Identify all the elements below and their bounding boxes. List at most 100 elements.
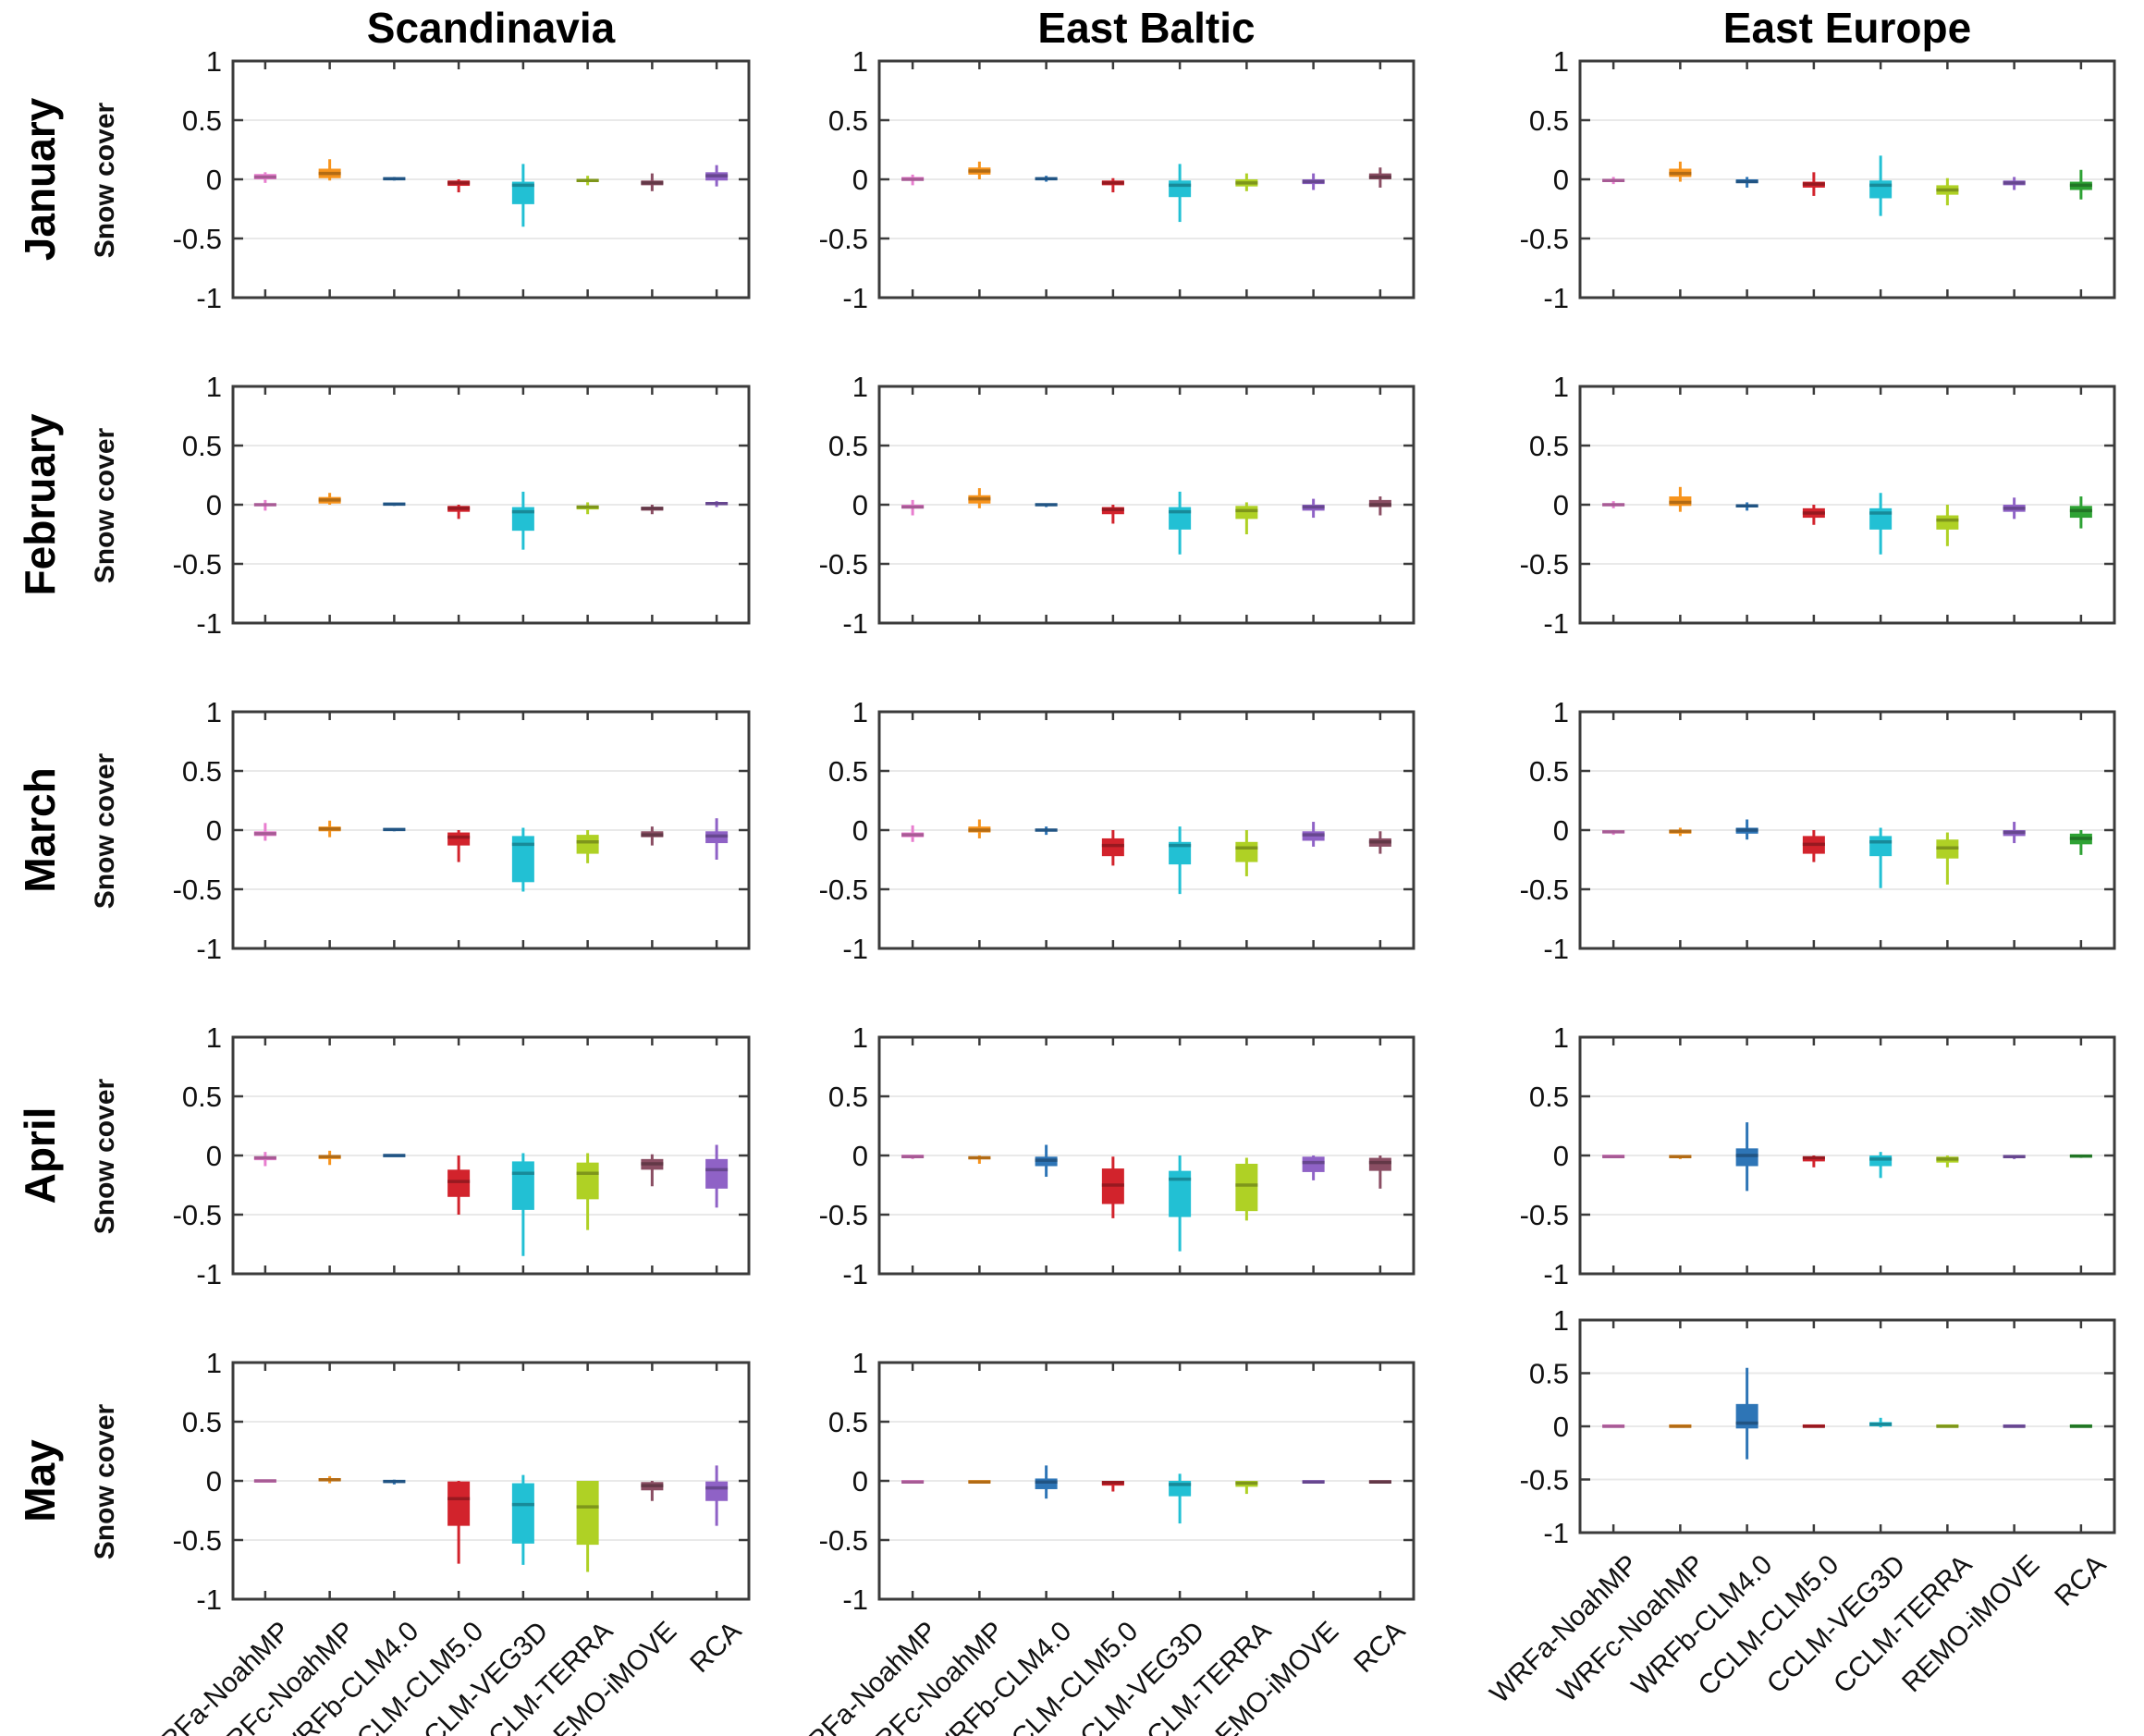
box-wrfb-clm4.0	[383, 177, 406, 181]
box	[447, 832, 471, 846]
box-remo-imove	[641, 173, 664, 191]
box-wrfb-clm4.0	[1735, 819, 1758, 840]
y-tick-label: -0.5	[819, 1524, 868, 1557]
box-remo-imove	[1302, 1155, 1325, 1180]
box-cclm-clm5.0	[1802, 1424, 1825, 1428]
box-wrfb-clm4.0	[1735, 177, 1758, 188]
box-rca	[1368, 1480, 1391, 1485]
y-tick-label: 0	[1553, 1140, 1569, 1172]
box-cclm-veg3d	[1169, 1473, 1192, 1524]
month-label-march: March	[16, 767, 64, 893]
y-tick-label: 0.5	[1529, 430, 1569, 462]
box-wrfb-clm4.0	[383, 827, 406, 832]
box-wrfb-clm4.0	[1735, 1122, 1758, 1192]
box-cclm-veg3d	[511, 1474, 534, 1565]
box-cclm-terra	[1235, 173, 1258, 191]
y-tick-label: 1	[852, 696, 868, 728]
box-cclm-terra	[1936, 177, 1959, 206]
y-tick-label: -0.5	[173, 548, 222, 581]
box-wrfc-noahmp	[1669, 1424, 1692, 1428]
box-cclm-veg3d	[1169, 826, 1192, 895]
box-wrfa-noahmp	[1602, 1155, 1625, 1159]
box-remo-imove	[641, 1481, 664, 1501]
y-tick-label: -0.5	[1520, 548, 1569, 581]
panel-may-scandinavia: 1 0.5 0 -0.5 -1	[173, 1347, 751, 1616]
box	[1869, 1155, 1893, 1167]
y-tick-label: -1	[842, 1258, 868, 1290]
y-tick-label: 1	[1553, 696, 1569, 728]
y-tick-label: 0.5	[1529, 104, 1569, 137]
y-tick-label: -1	[842, 282, 868, 314]
box-wrfc-noahmp	[1669, 827, 1692, 837]
box	[1869, 180, 1893, 199]
box-wrfa-noahmp	[1602, 1424, 1625, 1428]
box-rca	[1368, 1155, 1391, 1189]
y-tick-label: 0.5	[828, 755, 868, 788]
box-wrfa-noahmp	[901, 1480, 925, 1485]
y-tick-label: -1	[196, 933, 222, 965]
y-tick-label: 0	[852, 1465, 868, 1498]
y-tick-label: 1	[852, 1021, 868, 1054]
panel-january-scandinavia: 1 0.5 0 -0.5 -1	[173, 45, 751, 314]
y-tick-label: 1	[1553, 1304, 1569, 1337]
box-rca	[1368, 496, 1391, 516]
box-cclm-clm5.0	[1802, 505, 1825, 525]
box-remo-imove	[2003, 497, 2026, 520]
y-tick-label: 0	[852, 164, 868, 196]
panel-march-east-baltic: 1 0.5 0 -0.5 -1	[819, 696, 1415, 965]
box-cclm-veg3d	[1869, 155, 1893, 216]
box-remo-imove	[641, 505, 664, 515]
box-wrfa-noahmp	[901, 1155, 925, 1159]
column-title-east-baltic: East Baltic	[1037, 4, 1256, 52]
box	[1936, 515, 1959, 530]
box-cclm-terra	[1936, 505, 1959, 546]
box-wrfa-noahmp	[901, 174, 925, 186]
y-tick-label: -0.5	[1520, 223, 1569, 255]
box-cclm-clm5.0	[1101, 177, 1124, 193]
box-cclm-veg3d	[511, 491, 534, 550]
y-tick-label: 0.5	[828, 1406, 868, 1438]
box-remo-imove	[2003, 1424, 2026, 1428]
y-tick-label: -1	[842, 933, 868, 965]
y-tick-label: 0	[852, 1140, 868, 1172]
box-cclm-veg3d	[1869, 1152, 1893, 1179]
y-axis-label: Snow cover	[90, 427, 120, 584]
y-tick-label: -1	[196, 282, 222, 314]
column-title-scandinavia: Scandinavia	[366, 4, 616, 52]
box-wrfb-clm4.0	[1035, 503, 1058, 507]
y-tick-label: -0.5	[173, 874, 222, 906]
box-remo-imove	[1302, 498, 1325, 519]
box-remo-imove	[2003, 822, 2026, 844]
y-tick-label: 0	[206, 164, 222, 196]
y-tick-label: 0	[852, 814, 868, 847]
y-tick-label: -1	[1543, 282, 1569, 314]
box-cclm-terra	[576, 1153, 599, 1230]
y-axis-label: Snow cover	[90, 752, 120, 910]
box-rca	[2069, 1424, 2092, 1428]
box-cclm-veg3d	[511, 164, 534, 227]
panel-may-east-europe: 1 0.5 0 -0.5 -1	[1520, 1304, 2116, 1549]
box-cclm-terra	[1936, 1155, 1959, 1168]
panel-february-east-europe: 1 0.5 0 -0.5 -1	[1520, 371, 2116, 640]
y-tick-label: 0	[1553, 164, 1569, 196]
box-cclm-terra	[1235, 1481, 1258, 1495]
panel-january-east-europe: 1 0.5 0 -0.5 -1	[1520, 45, 2116, 314]
box-cclm-veg3d	[1869, 1417, 1893, 1428]
box-wrfa-noahmp	[253, 823, 276, 841]
y-tick-label: -0.5	[173, 1199, 222, 1231]
y-tick-label: 0.5	[182, 430, 222, 462]
box-wrfa-noahmp	[253, 499, 276, 511]
y-tick-label: -1	[842, 1583, 868, 1616]
box-wrfc-noahmp	[968, 1480, 991, 1485]
y-tick-label: -0.5	[819, 874, 868, 906]
panel-april-scandinavia: 1 0.5 0 -0.5 -1	[173, 1021, 751, 1290]
y-tick-label: -0.5	[819, 223, 868, 255]
y-axis-label: Snow cover	[90, 1403, 120, 1560]
box	[1235, 841, 1258, 862]
y-tick-label: 0.5	[1529, 1358, 1569, 1390]
box-rca	[2069, 1154, 2092, 1158]
y-tick-label: 0.5	[1529, 1081, 1569, 1113]
box-cclm-veg3d	[1869, 827, 1893, 888]
box-cclm-clm5.0	[1101, 830, 1124, 866]
